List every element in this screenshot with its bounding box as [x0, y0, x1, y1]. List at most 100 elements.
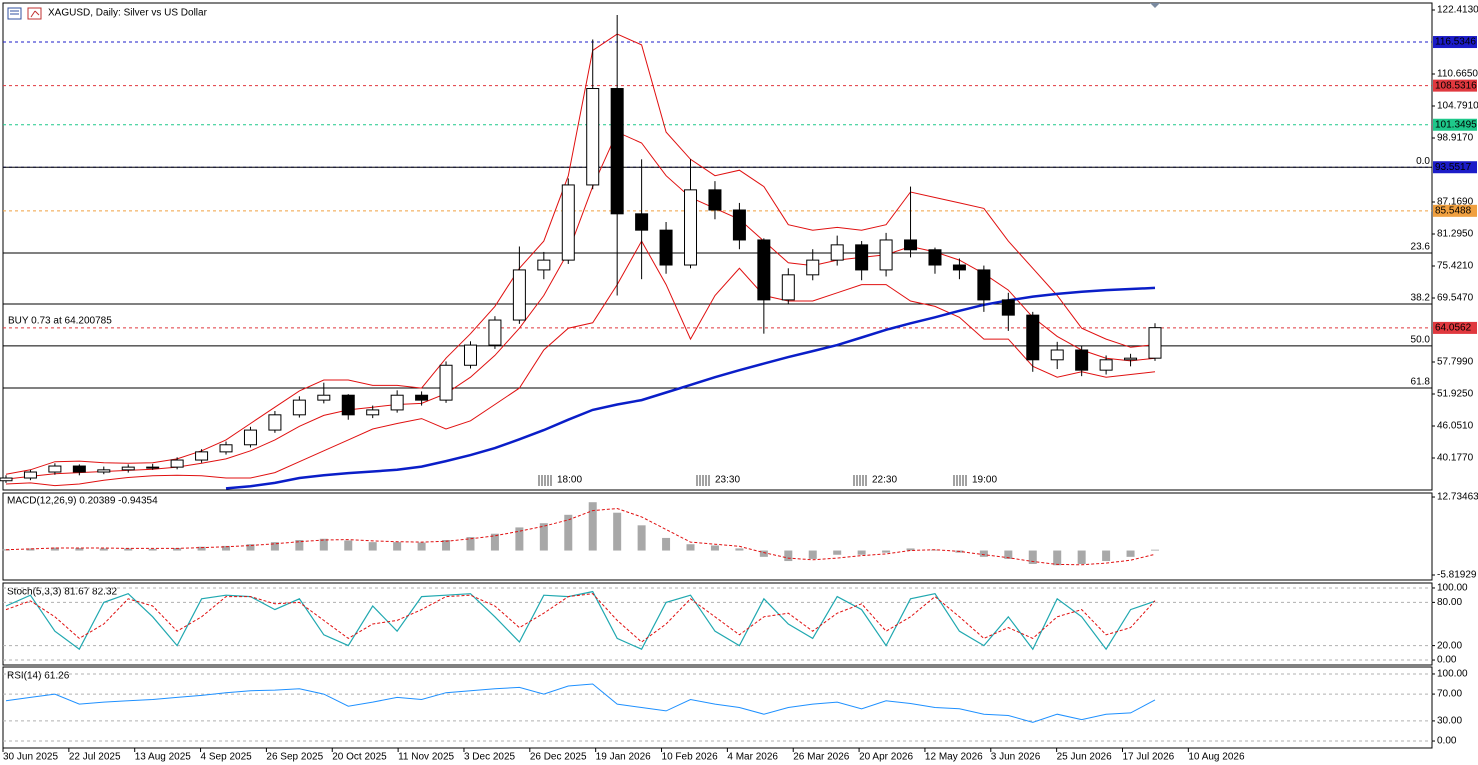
candle-body: [537, 259, 551, 271]
candle-body: [415, 394, 429, 401]
macd-bar: [759, 550, 768, 557]
candle-body: [586, 88, 600, 186]
macd-bar: [344, 540, 353, 551]
candle-body: [1001, 299, 1015, 316]
x-tick-label: 22 Jul 2025: [69, 752, 121, 763]
rsi-line: [5, 683, 1156, 723]
fib-label: 50.0: [1411, 335, 1431, 346]
macd-bar: [2, 549, 10, 551]
candle-body: [488, 319, 502, 346]
candle-body: [684, 189, 698, 266]
macd-bar: [882, 550, 891, 553]
candle-body: [610, 88, 624, 215]
candle-body: [268, 414, 282, 431]
macd-bar: [393, 542, 402, 551]
x-tick-label: 20 Apr 2026: [859, 752, 913, 763]
time-label: 19:00: [972, 475, 997, 486]
candle-body: [855, 244, 869, 271]
macd-bar: [662, 537, 671, 551]
candle-body: [952, 264, 966, 271]
panel-title: MACD(12,26,9) 0.20389 -0.94354: [7, 496, 158, 507]
macd-bar: [979, 550, 988, 557]
level-price-box: [1433, 161, 1477, 174]
macd-bar: [710, 545, 719, 551]
macd-bar: [539, 523, 548, 551]
fib-label: 61.8: [1411, 377, 1431, 388]
candle-body: [121, 466, 135, 471]
x-tick-label: 10 Aug 2026: [1188, 752, 1245, 763]
candle-body: [806, 259, 820, 276]
macd-bar: [1004, 550, 1013, 559]
x-tick-label: 11 Nov 2025: [398, 752, 454, 763]
level-price-label: 101.3495: [1435, 119, 1477, 130]
y-tick-label: 51.9250: [1437, 389, 1474, 400]
candle-body: [830, 244, 844, 261]
macd-signal: [5, 507, 1156, 566]
candle-body: [146, 466, 160, 469]
trade-annotation: BUY 0.73 at 64.200785: [8, 316, 112, 327]
candle-body: [1148, 327, 1162, 359]
macd-bar: [515, 527, 524, 551]
x-tick-label: 3 Jun 2026: [991, 752, 1041, 763]
macd-bar: [857, 550, 866, 555]
level-price-label: 64.0562: [1435, 323, 1472, 334]
candle-body: [928, 249, 942, 266]
y-tick-label: 69.5470: [1437, 293, 1474, 304]
x-tick-label: 10 Feb 2026: [662, 752, 719, 763]
y-tick-label: 110.6650: [1437, 69, 1478, 80]
candle-body: [463, 344, 477, 366]
macd-bar: [1102, 550, 1111, 562]
candle-body: [1099, 359, 1113, 371]
candle-body: [292, 399, 306, 416]
macd-bar: [1053, 550, 1062, 566]
level-price-box: [1433, 118, 1477, 131]
candle-body: [48, 465, 62, 473]
candle-body: [561, 184, 575, 261]
macd-bar: [173, 548, 182, 551]
macd-bar: [833, 550, 842, 555]
macd-bar: [1077, 550, 1086, 564]
candle-body: [904, 239, 918, 251]
macd-bar: [1151, 549, 1159, 551]
stoch-panel: [2, 582, 1433, 666]
moving-average: [225, 286, 1156, 490]
macd-bar: [735, 548, 744, 551]
x-tick-label: 17 Jul 2026: [1122, 752, 1174, 763]
time-label: 22:30: [872, 475, 897, 486]
panel-title: RSI(14) 61.26: [7, 671, 70, 682]
x-tick-label: 26 Mar 2026: [793, 752, 850, 763]
level-price-label: 93.5517: [1435, 162, 1472, 173]
candle-body: [243, 429, 257, 446]
y-tick-label: 98.9170: [1437, 133, 1474, 144]
candle-body: [439, 364, 453, 401]
y-tick-label: 104.7910: [1437, 101, 1478, 112]
x-tick-label: 26 Sep 2025: [266, 752, 323, 763]
macd-bar: [637, 525, 646, 551]
stoch-signal: [5, 593, 1156, 643]
level-price-label: 108.5316: [1435, 80, 1477, 91]
macd-bar: [564, 514, 573, 551]
candle-body: [341, 394, 355, 416]
x-tick-label: 25 Jun 2026: [1057, 752, 1112, 763]
y-tick-label: 0.00: [1437, 736, 1457, 747]
bollinger-lower: [5, 240, 1156, 487]
macd-bar: [784, 550, 793, 562]
macd-bar: [906, 548, 915, 551]
macd-bar: [26, 548, 35, 551]
macd-bar: [808, 550, 817, 559]
macd-bar: [686, 544, 695, 551]
rsi-panel: [2, 666, 1433, 749]
fib-label: 23.6: [1411, 242, 1431, 253]
y-tick-label: 40.1770: [1437, 453, 1474, 464]
candle-body: [879, 239, 893, 271]
candle-body: [0, 477, 13, 482]
candle-body: [757, 239, 771, 301]
macd-bar: [588, 502, 597, 551]
x-tick-label: 26 Dec 2025: [530, 752, 587, 763]
candle-body: [219, 444, 233, 453]
candle-body: [1075, 349, 1089, 371]
candle-body: [72, 465, 86, 473]
macd-bar: [246, 544, 255, 551]
